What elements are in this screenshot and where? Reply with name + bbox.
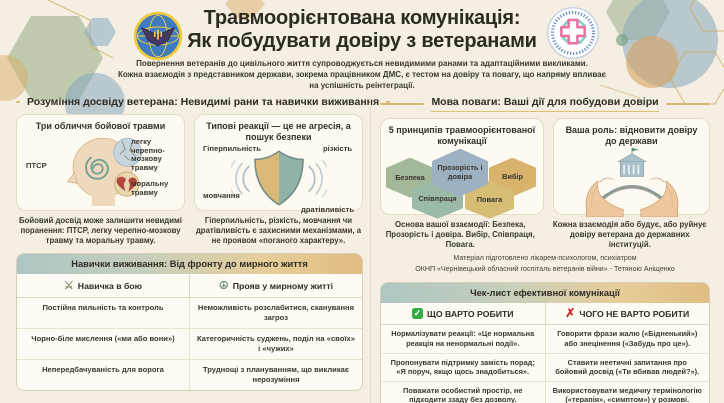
section-veteran-experience: Розуміння досвіду ветерана: Невидимі ран… — [16, 94, 391, 403]
principles-card-title: 5 принципів травмоорієнтованої комунікац… — [388, 125, 536, 146]
role-card-title: Ваша роль: відновити довіру до держави — [565, 125, 698, 146]
skills-col-peace-label: Прояв у мирному житті — [232, 280, 334, 291]
reactions-card-title: Типові реакції — це не агресія, а пошук … — [206, 121, 351, 142]
checklist-col-dont-label: ЧОГО НЕ ВАРТО РОБИТИ — [579, 308, 690, 319]
right-section-header: Мова поваги: Ваші дії для побудови довір… — [380, 96, 711, 112]
column-divider — [370, 98, 371, 403]
skills-table-title: Навички виживання: Від фронту до мирного… — [17, 254, 362, 275]
trauma-card: Три обличчя бойової травми — [16, 114, 185, 211]
skills-col-battle-label: Навичка в бою — [77, 280, 143, 291]
checklist-do-cell: Пропонувати підтримку замість порад; «Я … — [381, 353, 546, 381]
checklist-dont-cell: Ставити неетичні запитання про бойовий д… — [555, 357, 700, 377]
subtitle-line: на успішність реінтеграції. — [309, 81, 415, 91]
checklist-dont-cell: Використовувати медичну термінологію («т… — [552, 385, 702, 403]
attribution-line: Матеріал підготовлено лікарем-психологом… — [453, 254, 637, 263]
head-profile-icon — [66, 137, 142, 206]
skills-battle-cell: Чорно-біле мислення («ми або вони») — [17, 329, 190, 359]
left-section-title: Розуміння досвіду ветерана: Невидимі ран… — [27, 96, 380, 108]
page-title-line1: Травмоорієнтована комунікація: — [203, 7, 521, 29]
skills-col-battle: ⚔ Навичка в бою — [17, 274, 190, 298]
gold-rule — [386, 101, 391, 103]
principles-caption: Основа вашої взаємодії: Безпека, Прозорі… — [385, 220, 535, 250]
skills-peace-cell: Труднощі з плануванням, що викликає неро… — [202, 364, 350, 384]
table-row: Непередбачуваність для ворога Труднощі з… — [17, 359, 362, 390]
role-card: Ваша роль: відновити довіру до держави — [553, 118, 710, 217]
skills-table: Навички виживання: Від фронту до мирного… — [16, 253, 363, 391]
gold-rule — [380, 103, 425, 105]
checklist-col-dont: ✗ ЧОГО НЕ ВАРТО РОБИТИ — [546, 303, 710, 324]
checklist-table-header: ✓ ЩО ВАРТО РОБИТИ ✗ ЧОГО НЕ ВАРТО РОБИТИ — [381, 303, 710, 326]
checklist-col-do: ✓ ЩО ВАРТО РОБИТИ — [381, 303, 546, 325]
table-row: Постійна пильність та контроль Неможливі… — [17, 298, 362, 330]
page-title-line2: Як побудувати довіру з ветеранами — [187, 30, 537, 52]
skills-peace-cell: Неможливість розслабитися, сканування за… — [197, 303, 355, 323]
red-cross-icon: ✗ — [565, 306, 576, 321]
trauma-caption: Бойовий досвід може залишити невидимі по… — [19, 216, 182, 246]
skills-battle-cell: Непередбачуваність для ворога — [17, 359, 190, 390]
left-section-header: Розуміння досвіду ветерана: Невидимі ран… — [16, 96, 391, 108]
principles-card: 5 принципів травмоорієнтованої комунікац… — [380, 118, 544, 219]
table-row: Нормалізувати реакції: «Це нормальна реа… — [381, 325, 709, 354]
checklist-do-cell: Поважати особистий простір, не підходити… — [381, 381, 546, 403]
label-hypervigilance: Гіперпильність — [203, 143, 261, 153]
section-respect-language: Мова поваги: Ваші дії для побудови довір… — [380, 94, 711, 403]
skills-peace-cell: Категоричність суджень, поділ на «своїх»… — [197, 334, 355, 353]
table-row: Чорно-біле мислення («ми або вони») Кате… — [17, 329, 362, 360]
principles-hexagons: Безпека Прозорість і довіра Вибір Співпр… — [386, 148, 538, 219]
trauma-card-title: Три обличчя бойової травми — [35, 121, 166, 131]
checklist-table: Чек-лист ефективної комунікації ✓ ЩО ВАР… — [380, 282, 710, 403]
gold-rule — [16, 101, 20, 103]
reactions-card: Типові реакції — це не агресія, а пошук … — [194, 114, 363, 214]
skills-col-peace: ☮ Прояв у мирному житті — [190, 274, 362, 297]
label-tbi: легку черепно-мозкову травму — [131, 136, 165, 172]
skills-table-header: ⚔ Навичка в бою ☮ Прояв у мирному житті — [17, 274, 362, 299]
skills-battle-cell: Постійна пильність та контроль — [17, 298, 190, 329]
reactions-caption: Гіперпильність, різкість, мовчання чи др… — [195, 216, 362, 246]
role-caption: Кожна взаємодія або будує, або руйнує до… — [552, 220, 707, 250]
hospital-logo-icon — [547, 7, 599, 59]
right-section-title: Мова поваги: Ваші дії для побудови довір… — [431, 96, 659, 112]
checklist-do-cell: Нормалізувати реакції: «Це нормальна реа… — [381, 325, 546, 353]
green-check-icon: ✓ — [411, 308, 423, 320]
label-silence: мовчання — [203, 190, 240, 200]
checklist-table-title: Чек-лист ефективної комунікації — [381, 283, 709, 304]
label-irritability: дратівливість — [301, 204, 354, 214]
page-subtitle: Повернення ветеранів до цивільного життя… — [0, 58, 724, 92]
subtitle-line: Кожна взаємодія з представником держави,… — [117, 70, 607, 80]
table-row: Пропонувати підтримку замість порад; «Я … — [381, 353, 709, 382]
table-row: Поважати особистий простір, не підходити… — [381, 381, 709, 403]
checklist-col-do-label: ЩО ВАРТО РОБИТИ — [426, 308, 514, 319]
attribution-line: ОКНП «Чернівецький обласний госпіталь ве… — [415, 265, 675, 274]
crossed-swords-icon: ⚔ — [63, 280, 74, 293]
hands-bridge-icon — [585, 147, 678, 217]
subtitle-line: Повернення ветеранів до цивільного життя… — [136, 59, 588, 68]
peace-sign-icon: ☮ — [218, 280, 229, 293]
label-harshness: різкість — [322, 143, 352, 153]
checklist-dont-cell: Говорити фрази жалю («Бідненький») або з… — [557, 329, 698, 348]
shield-illustration: Гіперпильність різкість мовчання дратівл… — [200, 143, 357, 217]
dms-logo-icon — [133, 11, 183, 61]
gold-rule — [665, 103, 711, 105]
header: Травмоорієнтована комунікація: Як побуду… — [0, 0, 724, 92]
label-moral-trauma: моральну травму — [131, 178, 169, 197]
shield-icon — [230, 149, 327, 206]
head-profile-illustration: ПТСР легку черепно-мозкову травму мораль… — [22, 132, 179, 206]
attribution: Матеріал підготовлено лікарем-психологом… — [380, 253, 710, 275]
label-ptsd: ПТСР — [26, 160, 47, 170]
